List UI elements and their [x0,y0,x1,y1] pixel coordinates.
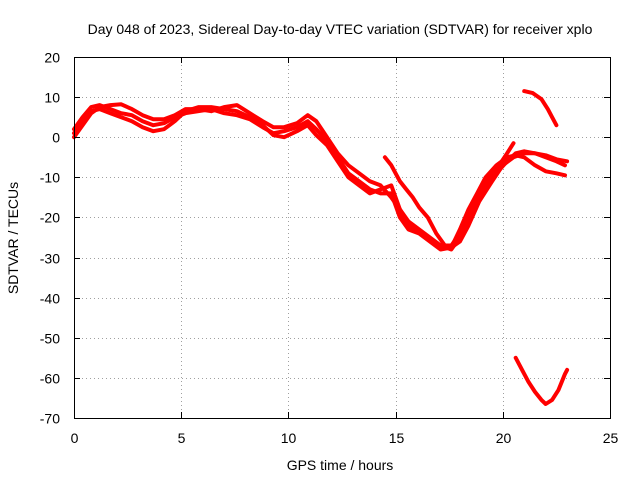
y-tick-label: -30 [40,251,60,267]
series-track-4 [382,151,570,250]
x-tick-label: 25 [603,430,619,446]
x-tick-label: 20 [496,430,512,446]
x-axis-label: GPS time / hours [287,457,394,473]
series-track-5 [522,89,559,128]
axis-ticks [74,57,611,419]
y-axis-label: SDTVAR / TECUs [5,182,21,294]
x-tick-label: 5 [178,430,186,446]
x-tick-labels: 0 5 10 15 20 25 [71,430,619,446]
y-tick-label: 20 [44,50,60,66]
y-tick-label: -50 [40,331,60,347]
y-tick-labels: 20 10 0 -10 -20 -30 -40 -50 -60 -70 [40,50,60,427]
y-tick-label: 10 [44,90,60,106]
gridlines [74,57,610,418]
plot-frame [74,57,611,419]
y-tick-label: 0 [52,130,60,146]
y-tick-label: -20 [40,210,60,226]
y-tick-label: -60 [40,371,60,387]
y-tick-label: -40 [40,291,60,307]
series-layer [72,89,570,406]
y-tick-label: -70 [40,411,60,427]
x-tick-label: 0 [71,430,79,446]
x-tick-label: 15 [389,430,405,446]
series-track-1 [72,102,567,252]
series-track-6 [513,355,570,406]
x-tick-label: 10 [281,430,297,446]
series-track-2 [72,103,567,252]
y-tick-label: -10 [40,170,60,186]
chart-title: Day 048 of 2023, Sidereal Day-to-day VTE… [88,21,593,37]
